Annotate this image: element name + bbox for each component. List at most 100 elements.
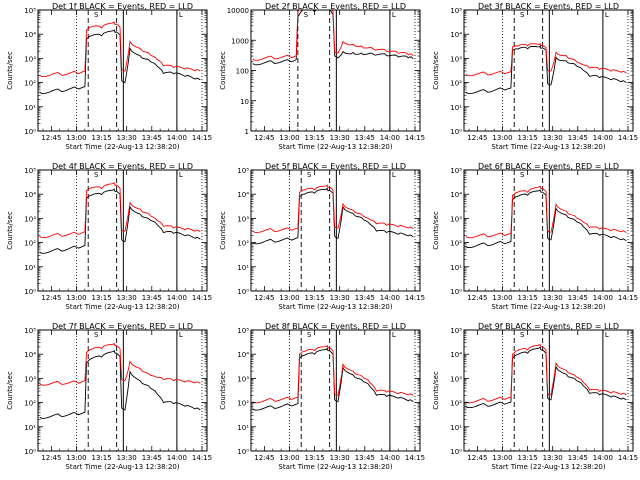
x-tick-label: 14:00 (380, 294, 400, 302)
y-axis-label: Counts/sec (432, 371, 440, 410)
x-tick-label: 14:00 (593, 454, 613, 462)
marker-letter-s: S (94, 11, 99, 19)
y-tick-label: 10⁵ (24, 167, 36, 175)
panel-title: Det 6f BLACK = Events, RED = LLD (478, 162, 619, 171)
x-tick-label: 14:15 (192, 294, 212, 302)
lld-series-line (252, 10, 414, 61)
events-series-line (252, 347, 414, 411)
y-tick-label: 10² (450, 240, 462, 248)
x-tick-label: 13:45 (142, 454, 162, 462)
panel-title: Det 4f BLACK = Events, RED = LLD (52, 162, 193, 171)
marker-letter-l: L (179, 331, 183, 339)
x-tick-label: 13:00 (492, 294, 512, 302)
y-tick-label: 10⁵ (237, 167, 249, 175)
y-tick-label: 10¹ (450, 424, 462, 432)
y-tick-label: 10¹ (24, 104, 36, 112)
panel-title: Det 2f BLACK = Events, RED = LLD (265, 2, 406, 11)
marker-letter-s: S (307, 331, 312, 339)
lld-series-line (465, 343, 627, 404)
y-axis-label: Counts/sec (432, 211, 440, 250)
x-axis-label: Start Time (22-Aug-13 12:38:20) (491, 143, 605, 151)
y-axis-label: Counts/sec (6, 211, 14, 250)
marker-letter-s: S (94, 331, 99, 339)
y-tick-label: 10 (240, 98, 249, 106)
y-tick-label: 10⁰ (24, 448, 36, 456)
y-tick-label: 10² (450, 80, 462, 88)
y-tick-label: 10000 (227, 7, 249, 15)
panel-title: Det 5f BLACK = Events, RED = LLD (265, 162, 406, 171)
y-tick-label: 10⁰ (237, 448, 249, 456)
y-tick-label: 10⁴ (237, 351, 249, 359)
x-tick-label: 13:30 (117, 294, 137, 302)
x-tick-label: 13:15 (304, 454, 324, 462)
x-tick-label: 14:15 (618, 454, 638, 462)
y-axis-label: Counts/sec (219, 211, 227, 250)
x-tick-label: 13:15 (517, 454, 537, 462)
marker-letter-s: S (520, 331, 525, 339)
plot-frame (250, 329, 421, 452)
x-tick-label: 13:15 (304, 134, 324, 142)
y-axis-label: Counts/sec (6, 51, 14, 90)
y-tick-label: 10⁰ (24, 128, 36, 136)
lld-series-line (39, 182, 201, 239)
x-axis-label: Start Time (22-Aug-13 12:38:20) (278, 303, 392, 311)
x-tick-label: 13:15 (91, 294, 111, 302)
y-tick-label: 10⁵ (237, 327, 249, 335)
x-tick-label: 13:45 (355, 294, 375, 302)
y-tick-label: 10⁴ (24, 191, 36, 199)
x-tick-label: 13:30 (117, 454, 137, 462)
plot-frame (37, 9, 208, 132)
y-tick-label: 10³ (24, 215, 36, 223)
y-tick-label: 10⁵ (450, 167, 462, 175)
marker-letter-s: S (520, 171, 525, 179)
y-tick-label: 10⁴ (450, 351, 462, 359)
lld-series-line (465, 185, 627, 239)
x-tick-label: 13:00 (279, 134, 299, 142)
x-tick-label: 13:30 (117, 134, 137, 142)
x-tick-label: 12:45 (41, 134, 61, 142)
plot-frame (463, 329, 634, 452)
marker-letter-l: L (392, 171, 396, 179)
marker-letter-s: S (304, 11, 309, 19)
x-tick-label: 12:45 (467, 134, 487, 142)
plot-frame (37, 329, 208, 452)
x-tick-label: 14:00 (167, 454, 187, 462)
x-tick-label: 14:15 (618, 294, 638, 302)
y-tick-label: 10¹ (450, 104, 462, 112)
y-tick-label: 1 (245, 128, 249, 136)
y-tick-label: 10³ (24, 55, 36, 63)
x-tick-label: 14:15 (618, 134, 638, 142)
x-tick-label: 14:00 (380, 134, 400, 142)
x-axis-label: Start Time (22-Aug-13 12:38:20) (65, 463, 179, 471)
x-tick-label: 13:00 (492, 134, 512, 142)
x-tick-label: 12:45 (254, 134, 274, 142)
y-tick-label: 10² (24, 400, 36, 408)
y-tick-label: 10³ (237, 375, 249, 383)
x-tick-label: 13:45 (568, 454, 588, 462)
lld-series-line (252, 184, 414, 233)
marker-letter-l: L (179, 171, 183, 179)
y-tick-label: 10⁵ (24, 7, 36, 15)
x-tick-label: 14:15 (405, 454, 425, 462)
marker-letter-l: L (392, 11, 396, 19)
marker-letter-l: L (605, 11, 609, 19)
x-axis-label: Start Time (22-Aug-13 12:38:20) (491, 303, 605, 311)
x-tick-label: 13:15 (91, 134, 111, 142)
marker-letter-l: L (392, 331, 396, 339)
y-tick-label: 10³ (450, 215, 462, 223)
x-tick-label: 12:45 (254, 294, 274, 302)
lld-series-line (252, 344, 414, 404)
lld-series-line (39, 21, 201, 78)
x-tick-label: 13:45 (568, 134, 588, 142)
y-tick-label: 10² (237, 240, 249, 248)
events-series-line (39, 29, 201, 94)
events-series-line (465, 346, 627, 409)
y-axis-label: Counts/sec (219, 51, 227, 90)
y-tick-label: 10⁴ (450, 31, 462, 39)
x-tick-label: 13:45 (568, 294, 588, 302)
y-tick-label: 10⁰ (24, 288, 36, 296)
y-tick-label: 10³ (237, 215, 249, 223)
